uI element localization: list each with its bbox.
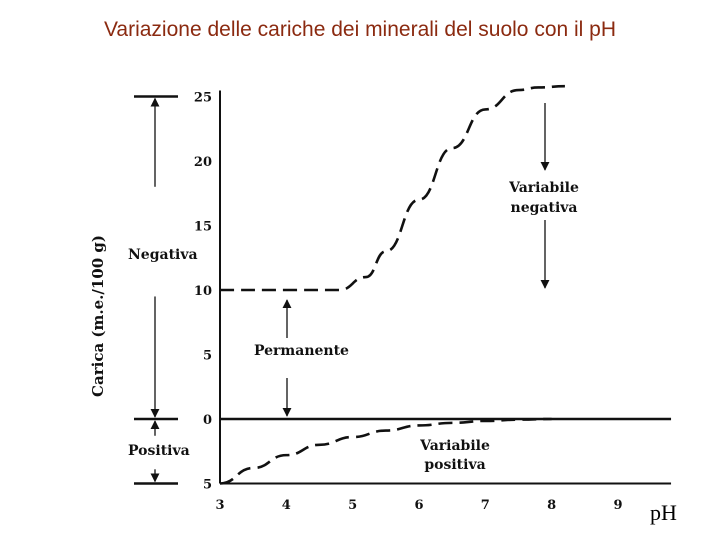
y-axis-label: Carica (m.e./100 g) [89,235,107,397]
x-ticks: 3 4 5 6 7 8 9 [215,498,622,513]
x-tick-label: 5 [348,498,357,513]
label-negativa: Negativa [128,247,198,263]
x-tick-label: 7 [481,498,490,513]
x-axis-label: pH [650,500,677,525]
label-positiva: Positiva [128,443,190,459]
y-tick-label: 25 [194,91,212,106]
slide-title: Variazione delle cariche dei minerali de… [103,18,617,41]
axes [219,90,672,485]
x-tick-label: 3 [215,498,224,513]
label-permanente: Permanente [254,343,349,359]
label-variabile-positiva-1: Variabile [419,438,490,454]
y-tick-label: 0 [203,413,212,428]
y-tick-label: 5 [203,349,212,364]
y-tick-label: 15 [194,220,212,235]
y-tick-label: 5 [203,478,212,493]
series-positive-charge [219,417,552,485]
series [219,84,672,485]
x-tick-label: 8 [547,498,556,513]
charge-scale-bar [134,95,178,485]
x-tick-label: 6 [414,498,423,513]
series-negative-charge [220,84,565,292]
label-variabile-negativa-2: negativa [511,200,578,216]
label-variabile-positiva-2: positiva [424,457,485,473]
x-tick-label: 4 [282,498,291,513]
x-tick-label: 9 [613,498,622,513]
y-tick-label: 20 [194,155,212,170]
y-ticks: 25 20 15 10 5 0 5 [194,91,212,493]
label-variabile-negativa-1: Variabile [508,180,579,196]
y-tick-label: 10 [194,284,212,299]
